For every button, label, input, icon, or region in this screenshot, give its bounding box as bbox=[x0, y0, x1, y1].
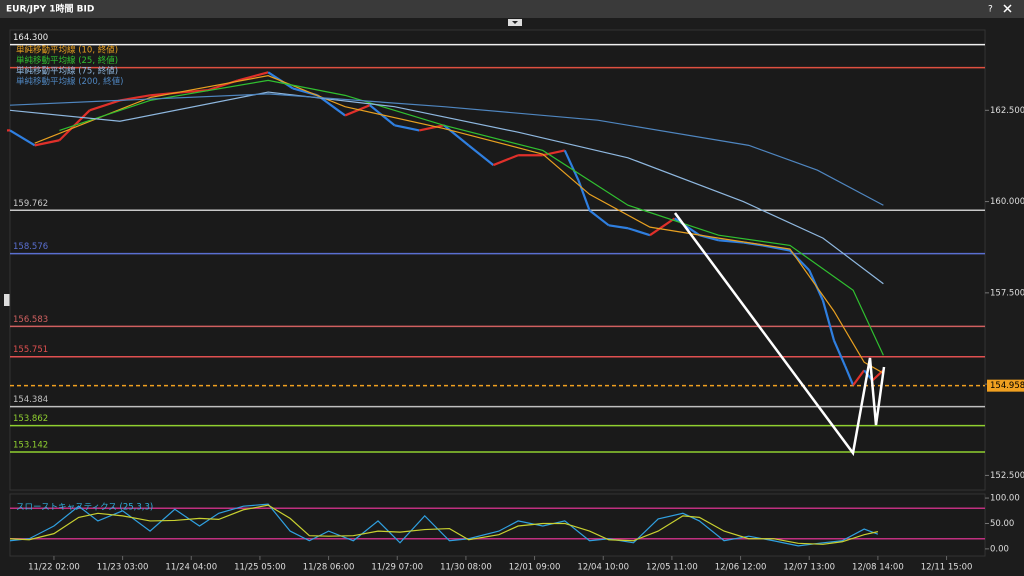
x-tick-label: 12/05 11:00 bbox=[646, 563, 698, 573]
x-tick-label: 11/29 07:00 bbox=[371, 563, 423, 573]
price-segment bbox=[542, 149, 566, 157]
price-segment bbox=[180, 89, 208, 94]
y-tick-label: 157.500 bbox=[990, 288, 1024, 298]
x-tick-label: 11/22 02:00 bbox=[28, 563, 80, 573]
level-label: 159.762 bbox=[13, 199, 48, 209]
price-segment bbox=[394, 124, 420, 132]
x-tick-label: 11/24 04:00 bbox=[165, 563, 217, 573]
level-label: 155.751 bbox=[13, 345, 48, 355]
y-tick-label: 0.00 bbox=[990, 544, 1009, 554]
x-tick-label: 12/01 09:00 bbox=[509, 563, 561, 573]
price-segment bbox=[34, 139, 60, 147]
y-tick-label: 100.00 bbox=[990, 494, 1020, 504]
level-label: 154.384 bbox=[13, 395, 48, 405]
y-tick-label: 152.500 bbox=[990, 471, 1024, 481]
price-segment bbox=[492, 154, 519, 167]
window-title: EUR/JPY 1時間 BID bbox=[6, 3, 94, 15]
collapse-icon bbox=[512, 21, 518, 24]
price-segment bbox=[443, 124, 470, 147]
series-line bbox=[9, 503, 879, 547]
legend-entry: 単純移動平均線 (10, 終値) bbox=[16, 45, 118, 56]
legend-entry: 単純移動平均線 (25, 終値) bbox=[16, 55, 118, 66]
x-tick-label: 12/08 14:00 bbox=[852, 563, 904, 573]
series-line bbox=[9, 93, 884, 206]
series-line bbox=[34, 75, 884, 374]
legend-entry: 単純移動平均線 (75, 終値) bbox=[16, 66, 118, 77]
y-tick-label: 162.500 bbox=[990, 106, 1024, 116]
x-tick-label: 12/07 13:00 bbox=[783, 563, 835, 573]
price-segment bbox=[843, 365, 855, 386]
indicator-title: スローストキャスティクス (25,3,3) bbox=[16, 503, 153, 513]
price-tag-label: 154.958 bbox=[990, 381, 1024, 391]
price-segment bbox=[832, 339, 846, 366]
x-tick-label: 12/11 15:00 bbox=[921, 563, 973, 573]
price-segment bbox=[237, 71, 269, 82]
price-segment bbox=[89, 99, 121, 112]
legend-entry: 単純移動平均線 (200, 終値) bbox=[16, 76, 123, 87]
price-tag bbox=[987, 379, 1024, 392]
price-segment bbox=[852, 369, 866, 386]
price-segment bbox=[563, 150, 580, 181]
level-label: 153.142 bbox=[13, 440, 48, 450]
title-bar bbox=[0, 0, 1024, 18]
price-segment bbox=[467, 144, 495, 166]
level-label: 156.583 bbox=[13, 315, 48, 325]
price-segment bbox=[718, 239, 744, 244]
price-segment bbox=[419, 124, 445, 132]
x-tick-label: 11/30 08:00 bbox=[440, 563, 492, 573]
x-tick-label: 11/23 03:00 bbox=[97, 563, 149, 573]
side-tab[interactable] bbox=[4, 294, 10, 306]
help-button[interactable]: ? bbox=[988, 5, 993, 15]
price-segment bbox=[588, 209, 610, 227]
series-line bbox=[9, 91, 884, 285]
y-tick-label: 160.000 bbox=[990, 197, 1024, 207]
x-tick-label: 11/28 06:00 bbox=[303, 563, 355, 573]
price-segment bbox=[9, 129, 36, 147]
y-tick-label: 50.00 bbox=[990, 519, 1014, 529]
trend-drawing bbox=[673, 212, 886, 457]
price-segment bbox=[649, 217, 676, 237]
price-segment bbox=[674, 217, 700, 237]
x-tick-label: 11/25 05:00 bbox=[234, 563, 286, 573]
price-segment bbox=[608, 224, 629, 230]
level-label: 164.300 bbox=[13, 33, 48, 43]
close-button[interactable] bbox=[1003, 4, 1012, 13]
price-segment bbox=[577, 180, 591, 211]
series-line bbox=[9, 504, 879, 545]
x-tick-label: 12/06 12:00 bbox=[715, 563, 767, 573]
sub-plot bbox=[9, 493, 986, 557]
price-segment bbox=[762, 244, 791, 252]
level-label: 153.862 bbox=[13, 414, 48, 424]
price-segment bbox=[821, 300, 836, 341]
price-segment bbox=[344, 104, 371, 117]
level-label: 158.576 bbox=[13, 242, 48, 252]
price-segment bbox=[627, 227, 651, 237]
series-line bbox=[59, 79, 884, 356]
x-tick-label: 12/04 10:00 bbox=[577, 563, 629, 573]
